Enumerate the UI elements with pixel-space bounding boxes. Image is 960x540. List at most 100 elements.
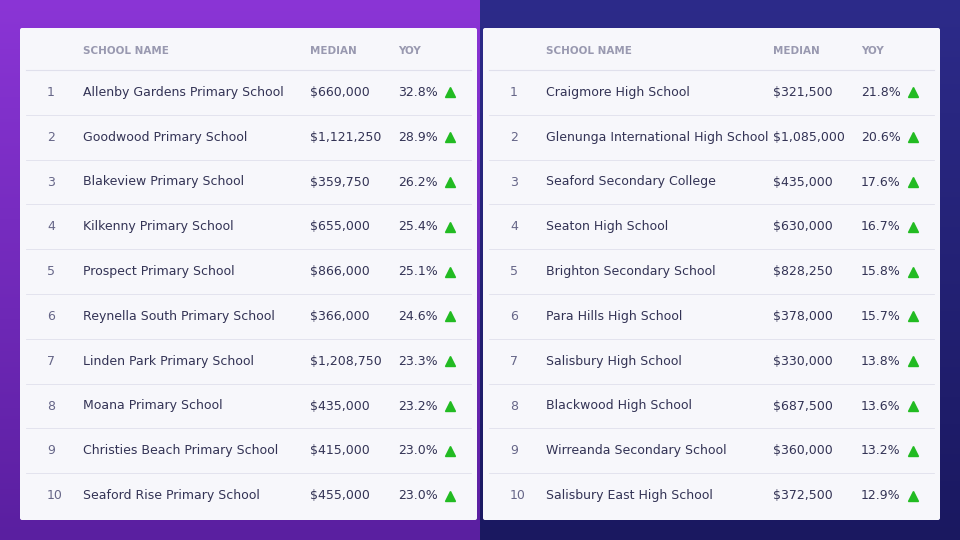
- Bar: [480, 46, 960, 49]
- Bar: [480, 178, 960, 181]
- Bar: [480, 529, 960, 532]
- Bar: [0, 119, 480, 122]
- Text: 23.0%: 23.0%: [398, 489, 438, 502]
- Bar: [480, 32, 960, 35]
- Bar: [0, 265, 480, 267]
- Bar: [480, 22, 960, 24]
- Bar: [0, 486, 480, 489]
- Bar: [0, 524, 480, 526]
- Bar: [480, 300, 960, 302]
- Bar: [480, 227, 960, 229]
- Bar: [480, 27, 960, 30]
- Bar: [0, 167, 480, 170]
- Bar: [0, 216, 480, 219]
- Bar: [0, 537, 480, 540]
- Text: 15.7%: 15.7%: [861, 310, 900, 323]
- Bar: [0, 270, 480, 273]
- Bar: [0, 165, 480, 167]
- Bar: [480, 94, 960, 97]
- Bar: [0, 381, 480, 383]
- Bar: [0, 478, 480, 481]
- Text: 3: 3: [47, 176, 55, 188]
- Bar: [0, 259, 480, 262]
- Bar: [0, 27, 480, 30]
- Bar: [0, 86, 480, 89]
- Bar: [480, 135, 960, 138]
- Bar: [480, 500, 960, 502]
- Text: 10: 10: [47, 489, 62, 502]
- Bar: [480, 313, 960, 316]
- Bar: [480, 356, 960, 359]
- Bar: [0, 389, 480, 392]
- Bar: [480, 494, 960, 497]
- Bar: [480, 162, 960, 165]
- Bar: [0, 494, 480, 497]
- Bar: [480, 364, 960, 367]
- Bar: [480, 146, 960, 148]
- Bar: [0, 127, 480, 130]
- Bar: [0, 213, 480, 216]
- Bar: [0, 208, 480, 211]
- Bar: [0, 68, 480, 70]
- Bar: [0, 475, 480, 478]
- Bar: [0, 459, 480, 462]
- Bar: [0, 273, 480, 275]
- Bar: [0, 186, 480, 189]
- Bar: [480, 489, 960, 491]
- Bar: [0, 440, 480, 443]
- Bar: [0, 200, 480, 202]
- Bar: [0, 429, 480, 432]
- Text: SCHOOL NAME: SCHOOL NAME: [84, 46, 169, 56]
- Bar: [0, 8, 480, 11]
- Bar: [480, 392, 960, 394]
- Bar: [0, 343, 480, 346]
- Bar: [480, 62, 960, 65]
- Bar: [0, 132, 480, 135]
- Bar: [480, 427, 960, 429]
- Text: Para Hills High School: Para Hills High School: [546, 310, 683, 323]
- Bar: [480, 302, 960, 305]
- Bar: [0, 286, 480, 289]
- Bar: [480, 467, 960, 470]
- Bar: [480, 516, 960, 518]
- Bar: [0, 84, 480, 86]
- Bar: [0, 89, 480, 92]
- Bar: [0, 313, 480, 316]
- Bar: [480, 165, 960, 167]
- Bar: [0, 170, 480, 173]
- Bar: [0, 394, 480, 397]
- Bar: [0, 46, 480, 49]
- Text: 23.0%: 23.0%: [398, 444, 438, 457]
- Bar: [480, 526, 960, 529]
- Bar: [0, 275, 480, 278]
- Bar: [0, 518, 480, 521]
- Bar: [0, 173, 480, 176]
- Bar: [480, 49, 960, 51]
- Bar: [0, 76, 480, 78]
- Bar: [480, 435, 960, 437]
- Bar: [480, 148, 960, 151]
- Bar: [480, 5, 960, 8]
- Bar: [480, 383, 960, 386]
- Bar: [0, 38, 480, 40]
- Bar: [480, 43, 960, 46]
- Bar: [480, 502, 960, 505]
- Bar: [480, 440, 960, 443]
- Text: 10: 10: [510, 489, 526, 502]
- Bar: [0, 35, 480, 38]
- Text: Kilkenny Primary School: Kilkenny Primary School: [84, 220, 234, 233]
- Bar: [0, 281, 480, 284]
- Text: $1,085,000: $1,085,000: [773, 131, 845, 144]
- Text: $366,000: $366,000: [310, 310, 370, 323]
- Bar: [0, 178, 480, 181]
- Text: 13.6%: 13.6%: [861, 400, 900, 413]
- Bar: [0, 335, 480, 338]
- Text: Wirreanda Secondary School: Wirreanda Secondary School: [546, 444, 727, 457]
- Text: 21.8%: 21.8%: [861, 86, 900, 99]
- Bar: [0, 192, 480, 194]
- Bar: [0, 94, 480, 97]
- Bar: [0, 367, 480, 370]
- Bar: [0, 378, 480, 381]
- Bar: [0, 189, 480, 192]
- Bar: [0, 356, 480, 359]
